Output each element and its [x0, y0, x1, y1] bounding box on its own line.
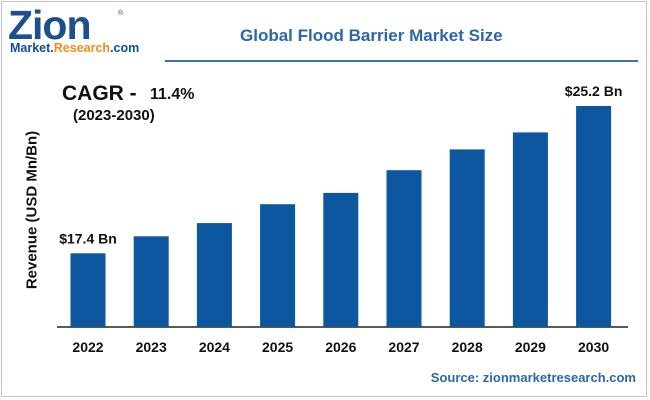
cagr-label: CAGR - — [62, 82, 137, 105]
x-tick-label-2026: 2026 — [325, 339, 356, 355]
bar-2026 — [323, 192, 359, 327]
data-label-2030: $25.2 Bn — [565, 83, 623, 99]
x-tick-label-2025: 2025 — [262, 339, 293, 355]
logo-trademark: ® — [118, 10, 124, 17]
x-tick-label-2030: 2030 — [578, 339, 609, 355]
chart-title: Global Flood Barrier Market Size — [240, 26, 503, 45]
x-tick-label-2027: 2027 — [388, 339, 419, 355]
bar-2024 — [196, 223, 232, 327]
title-underline — [165, 60, 638, 62]
logo-sub-accent: Research — [53, 41, 111, 55]
bar-2028 — [449, 149, 485, 327]
bar-2027 — [386, 170, 422, 327]
data-label-2022: $17.4 Bn — [59, 230, 117, 246]
bar-2025 — [260, 204, 296, 327]
bar-2022 — [70, 253, 106, 327]
x-tick-label-2029: 2029 — [515, 339, 546, 355]
source-note: Source: zionmarketresearch.com — [430, 370, 636, 385]
cagr-value: 11.4% — [150, 86, 195, 103]
x-tick-label-2024: 2024 — [199, 339, 230, 355]
x-tick-label-2028: 2028 — [452, 339, 483, 355]
cagr-period: (2023-2030) — [73, 107, 155, 124]
logo-wordmark: Zion — [8, 2, 92, 48]
x-tick-label-2022: 2022 — [72, 339, 103, 355]
zion-logo: Zion ® Market.Research.com — [8, 2, 143, 58]
bar-2023 — [133, 236, 169, 327]
logo-subtitle: Market.Research.com — [10, 41, 139, 55]
logo-sub-main: Market. — [10, 41, 54, 55]
bar-2029 — [512, 132, 548, 327]
logo-sub-end: .com — [110, 41, 140, 55]
x-tick-label-2023: 2023 — [136, 339, 167, 355]
bar-2030 — [576, 106, 612, 327]
